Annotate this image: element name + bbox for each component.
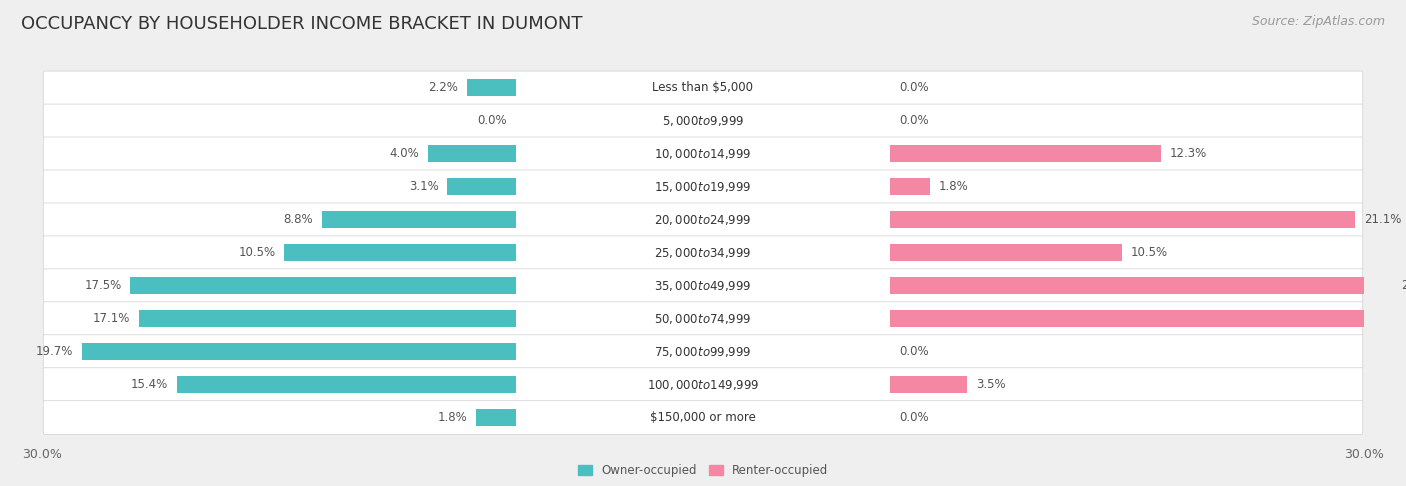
Text: $75,000 to $99,999: $75,000 to $99,999	[654, 345, 752, 359]
Text: 1.8%: 1.8%	[437, 411, 467, 424]
Bar	[890, 211, 1355, 228]
Text: $5,000 to $9,999: $5,000 to $9,999	[662, 114, 744, 128]
Text: Source: ZipAtlas.com: Source: ZipAtlas.com	[1251, 15, 1385, 28]
FancyBboxPatch shape	[44, 104, 1362, 138]
Text: 0.0%: 0.0%	[898, 345, 929, 358]
Bar	[139, 310, 516, 327]
FancyBboxPatch shape	[44, 269, 1362, 302]
Text: 17.5%: 17.5%	[84, 279, 121, 292]
Bar	[82, 343, 516, 360]
Bar	[477, 409, 516, 426]
Bar	[131, 277, 516, 294]
Text: 22.8%: 22.8%	[1402, 279, 1406, 292]
Text: $10,000 to $14,999: $10,000 to $14,999	[654, 147, 752, 161]
FancyBboxPatch shape	[44, 236, 1362, 270]
Text: $15,000 to $19,999: $15,000 to $19,999	[654, 180, 752, 194]
Text: 21.1%: 21.1%	[1364, 213, 1402, 226]
Text: $100,000 to $149,999: $100,000 to $149,999	[647, 378, 759, 392]
Text: 0.0%: 0.0%	[898, 81, 929, 94]
FancyBboxPatch shape	[44, 203, 1362, 237]
Bar	[467, 79, 516, 97]
Bar	[890, 244, 1122, 261]
Bar	[322, 211, 516, 228]
Bar	[447, 178, 516, 195]
Text: 3.5%: 3.5%	[976, 378, 1005, 391]
Text: 10.5%: 10.5%	[239, 246, 276, 259]
Text: $150,000 or more: $150,000 or more	[650, 411, 756, 424]
Bar	[890, 310, 1406, 327]
FancyBboxPatch shape	[44, 302, 1362, 335]
Bar	[177, 376, 516, 393]
Text: 3.1%: 3.1%	[409, 180, 439, 193]
Legend: Owner-occupied, Renter-occupied: Owner-occupied, Renter-occupied	[572, 459, 834, 482]
Text: OCCUPANCY BY HOUSEHOLDER INCOME BRACKET IN DUMONT: OCCUPANCY BY HOUSEHOLDER INCOME BRACKET …	[21, 15, 582, 33]
FancyBboxPatch shape	[44, 137, 1362, 171]
Text: $35,000 to $49,999: $35,000 to $49,999	[654, 278, 752, 293]
Text: Less than $5,000: Less than $5,000	[652, 81, 754, 94]
Text: 2.2%: 2.2%	[429, 81, 458, 94]
Bar	[427, 145, 516, 162]
Text: 10.5%: 10.5%	[1130, 246, 1167, 259]
Text: 0.0%: 0.0%	[477, 114, 508, 127]
FancyBboxPatch shape	[44, 368, 1362, 401]
Bar	[890, 376, 967, 393]
FancyBboxPatch shape	[44, 401, 1362, 434]
Text: $20,000 to $24,999: $20,000 to $24,999	[654, 213, 752, 227]
Text: $25,000 to $34,999: $25,000 to $34,999	[654, 246, 752, 260]
Bar	[284, 244, 516, 261]
Text: 17.1%: 17.1%	[93, 312, 131, 325]
FancyBboxPatch shape	[44, 335, 1362, 368]
Text: 19.7%: 19.7%	[35, 345, 73, 358]
Text: 8.8%: 8.8%	[284, 213, 314, 226]
FancyBboxPatch shape	[44, 170, 1362, 204]
FancyBboxPatch shape	[44, 71, 1362, 104]
Text: 4.0%: 4.0%	[389, 147, 419, 160]
Text: 15.4%: 15.4%	[131, 378, 167, 391]
Bar	[890, 178, 929, 195]
Text: 0.0%: 0.0%	[898, 411, 929, 424]
Bar	[890, 277, 1392, 294]
Text: 1.8%: 1.8%	[939, 180, 969, 193]
Text: 0.0%: 0.0%	[898, 114, 929, 127]
Text: $50,000 to $74,999: $50,000 to $74,999	[654, 312, 752, 326]
Bar	[890, 145, 1161, 162]
Text: 12.3%: 12.3%	[1170, 147, 1208, 160]
